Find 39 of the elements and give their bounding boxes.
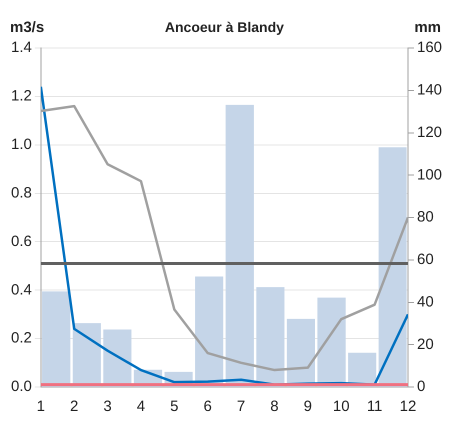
y2-tick-label: 20 (416, 336, 434, 353)
y-tick-label: 0.2 (10, 330, 32, 347)
bar (317, 298, 346, 387)
y2-tick-label: 100 (416, 166, 442, 184)
y2-tick-label: 60 (416, 251, 434, 268)
x-tick-label: 3 (103, 398, 112, 416)
y2-tick-label: 40 (416, 293, 434, 310)
chart-title: Ancoeur à Blandy (164, 18, 284, 35)
x-tick-label: 1 (36, 398, 46, 416)
x-tick-label: 4 (136, 398, 146, 416)
y-tick-label: 1.2 (10, 88, 32, 105)
x-tick-label: 12 (400, 398, 416, 416)
x-tick-label: 2 (70, 398, 78, 416)
y-tick-label: 0.6 (10, 232, 32, 250)
bar (72, 323, 101, 387)
y2-tick-label: 120 (416, 124, 442, 141)
y2-tick-label: 80 (416, 208, 434, 226)
bar (256, 287, 284, 387)
x-tick-label: 9 (304, 398, 312, 416)
bar (195, 276, 224, 387)
x-tick-label: 6 (204, 398, 212, 416)
y2-tick-label: 0 (416, 378, 426, 396)
y-tick-label: 0.4 (10, 281, 32, 298)
y-tick-label: 0.8 (10, 184, 32, 202)
x-tick-label: 8 (270, 398, 279, 416)
bar (42, 291, 70, 387)
y2-axis-title: mm (414, 19, 441, 36)
x-tick-label: 10 (332, 398, 350, 416)
y-tick-label: 1.0 (10, 136, 32, 153)
y2-tick-label: 160 (416, 39, 442, 56)
x-tick-label: 11 (366, 398, 382, 416)
bar (378, 147, 407, 387)
y-axis-title: m3/s (10, 19, 44, 36)
x-tick-label: 7 (236, 398, 246, 416)
y-tick-label: 0.0 (10, 378, 32, 396)
y2-tick-label: 140 (416, 82, 442, 99)
y-tick-label: 1.4 (10, 39, 32, 56)
x-tick-label: 5 (170, 398, 179, 416)
bar (226, 104, 254, 387)
